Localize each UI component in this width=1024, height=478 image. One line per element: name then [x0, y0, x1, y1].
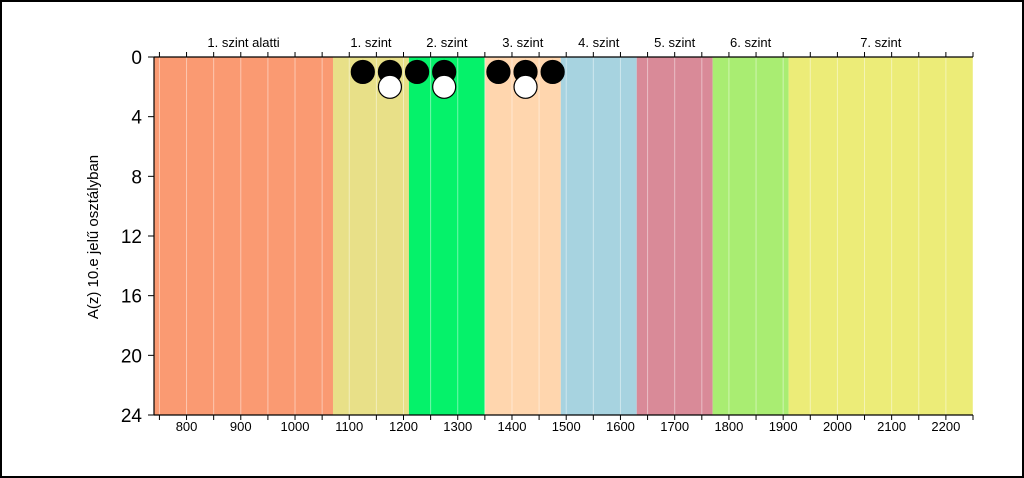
band-8: [788, 57, 973, 415]
band-label-4: 3. szint: [502, 35, 544, 50]
band-label-7: 6. szint: [730, 35, 772, 50]
band-5: [560, 57, 637, 415]
x-tick-label: 2200: [931, 419, 960, 434]
y-axis-label: A(z) 10.e jelű osztályban: [85, 155, 102, 319]
points-layer: [350, 59, 565, 99]
y-tick-label: 20: [121, 346, 142, 367]
grid-layer: [158, 57, 974, 415]
x-tick-label: 1400: [498, 419, 527, 434]
data-point-filled: [404, 59, 430, 85]
band-label-5: 4. szint: [578, 35, 620, 50]
band-1: [154, 57, 333, 415]
data-point-open: [513, 74, 538, 99]
band-2: [332, 57, 409, 415]
band-label-8: 7. szint: [860, 35, 902, 50]
x-tick-label: 1200: [389, 419, 418, 434]
data-point-open: [432, 74, 457, 99]
band-label-6: 5. szint: [654, 35, 696, 50]
y-tick-label: 24: [121, 406, 143, 427]
band-label-1: 1. szint alatti: [207, 35, 279, 50]
x-tick-label: 1100: [335, 419, 363, 434]
band-3: [408, 57, 485, 415]
x-tick-label: 1000: [281, 419, 310, 434]
y-tick-label: 8: [131, 167, 142, 188]
band-4: [484, 57, 561, 415]
band-label-2: 1. szint: [350, 35, 392, 50]
data-point-filled: [486, 59, 511, 85]
x-tick-label: 2100: [877, 419, 906, 434]
y-tick-label: 4: [131, 108, 142, 129]
x-tick-label: 2000: [823, 419, 852, 434]
x-tick-label: 900: [230, 419, 252, 434]
data-point-filled: [350, 59, 375, 85]
x-tick-label: 1800: [714, 419, 743, 434]
axes-layer: 800 900 1000 1100 1200 1300 1400 1500 1600 1700 18…: [121, 48, 974, 434]
data-point-filled: [540, 59, 565, 85]
y-tick-label: 16: [121, 287, 142, 308]
x-tick-label: 1500: [552, 419, 581, 434]
band-7: [712, 57, 789, 415]
x-tick-label: 1700: [660, 419, 689, 434]
band-6: [636, 57, 713, 415]
y-tick-label: 12: [121, 227, 142, 248]
band-label-3: 2. szint: [426, 35, 468, 50]
bands-layer: 1. szint alatti 1. szint 2. szint 3. szint 4…: [154, 35, 973, 415]
x-tick-label: 1300: [443, 419, 472, 434]
y-tick-label: 0: [131, 48, 142, 69]
x-tick-label: 1900: [769, 419, 798, 434]
x-tick-label: 800: [176, 419, 198, 434]
x-tick-label: 1600: [606, 419, 635, 434]
data-point-open: [377, 74, 403, 99]
